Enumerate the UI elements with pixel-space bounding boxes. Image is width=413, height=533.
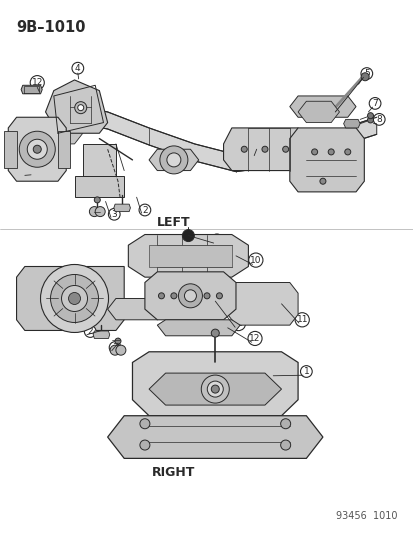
Circle shape xyxy=(182,230,194,241)
Circle shape xyxy=(159,146,188,174)
Polygon shape xyxy=(132,352,297,416)
Text: 11: 11 xyxy=(296,316,307,324)
Circle shape xyxy=(140,419,150,429)
Circle shape xyxy=(158,293,164,299)
Circle shape xyxy=(311,149,317,155)
Text: 2: 2 xyxy=(142,206,147,214)
Circle shape xyxy=(211,385,219,393)
Circle shape xyxy=(50,274,98,322)
Circle shape xyxy=(261,146,267,152)
Circle shape xyxy=(280,419,290,429)
Circle shape xyxy=(62,286,87,311)
Circle shape xyxy=(40,264,108,333)
Polygon shape xyxy=(54,123,83,144)
Polygon shape xyxy=(128,235,248,277)
Text: 9B–1010: 9B–1010 xyxy=(17,20,86,35)
Polygon shape xyxy=(54,107,376,172)
Text: 13: 13 xyxy=(232,319,244,328)
Polygon shape xyxy=(45,80,107,133)
Text: 6: 6 xyxy=(254,147,260,156)
Text: 10: 10 xyxy=(249,256,261,264)
Circle shape xyxy=(216,293,222,299)
Polygon shape xyxy=(114,204,130,212)
Polygon shape xyxy=(21,85,42,94)
Polygon shape xyxy=(74,176,124,197)
Polygon shape xyxy=(157,320,240,336)
Circle shape xyxy=(75,102,86,114)
Text: 12: 12 xyxy=(249,334,260,343)
Circle shape xyxy=(33,145,41,154)
Circle shape xyxy=(110,345,120,355)
Text: 12: 12 xyxy=(31,78,43,87)
Circle shape xyxy=(319,178,325,184)
Circle shape xyxy=(367,117,373,123)
Polygon shape xyxy=(149,245,231,266)
Polygon shape xyxy=(149,149,198,171)
Circle shape xyxy=(116,345,126,355)
Polygon shape xyxy=(343,119,359,128)
Circle shape xyxy=(280,440,290,450)
Circle shape xyxy=(360,72,368,81)
Text: 7: 7 xyxy=(371,99,377,108)
Circle shape xyxy=(204,293,209,299)
Polygon shape xyxy=(107,298,165,320)
Circle shape xyxy=(344,149,350,155)
Circle shape xyxy=(282,146,288,152)
Circle shape xyxy=(207,381,223,397)
Polygon shape xyxy=(107,416,322,458)
Circle shape xyxy=(171,293,176,299)
Polygon shape xyxy=(289,128,363,192)
Circle shape xyxy=(211,329,219,337)
Polygon shape xyxy=(8,117,66,181)
Polygon shape xyxy=(58,131,70,168)
Text: 1: 1 xyxy=(22,166,28,175)
Circle shape xyxy=(115,338,121,344)
Circle shape xyxy=(178,284,202,308)
Text: RIGHT: RIGHT xyxy=(152,466,195,479)
Circle shape xyxy=(27,139,47,159)
Circle shape xyxy=(95,207,105,216)
Polygon shape xyxy=(4,131,17,168)
Polygon shape xyxy=(297,101,339,123)
Circle shape xyxy=(184,290,196,302)
Circle shape xyxy=(19,131,55,167)
Polygon shape xyxy=(223,128,306,171)
Text: 2: 2 xyxy=(87,327,93,336)
Circle shape xyxy=(241,146,247,152)
Text: 9: 9 xyxy=(214,236,219,244)
Circle shape xyxy=(78,104,83,111)
Circle shape xyxy=(140,440,150,450)
Text: 3: 3 xyxy=(111,210,117,219)
Text: 5: 5 xyxy=(363,69,369,78)
Circle shape xyxy=(94,197,100,203)
Text: 8: 8 xyxy=(375,115,381,124)
Polygon shape xyxy=(145,272,235,320)
Polygon shape xyxy=(83,144,116,176)
Circle shape xyxy=(69,293,80,304)
Circle shape xyxy=(166,153,180,167)
Text: 4: 4 xyxy=(75,64,81,72)
Polygon shape xyxy=(289,96,355,117)
Text: 3: 3 xyxy=(112,343,118,352)
Circle shape xyxy=(367,112,373,119)
Polygon shape xyxy=(227,282,297,325)
Polygon shape xyxy=(149,373,281,405)
Polygon shape xyxy=(93,331,109,338)
Text: 93456  1010: 93456 1010 xyxy=(335,511,396,521)
Circle shape xyxy=(89,207,99,216)
Text: LEFT: LEFT xyxy=(157,216,190,229)
Circle shape xyxy=(201,375,229,403)
Polygon shape xyxy=(17,266,124,330)
Circle shape xyxy=(328,149,333,155)
Text: 1: 1 xyxy=(303,367,309,376)
